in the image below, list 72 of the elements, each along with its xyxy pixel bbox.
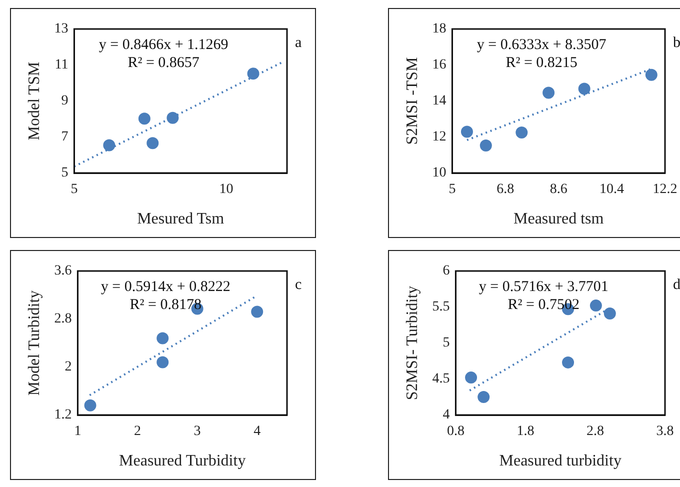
annotation: R² = 0.8178 bbox=[130, 296, 202, 313]
text: d bbox=[673, 276, 680, 293]
y-tick-label: 10 bbox=[432, 166, 446, 181]
y-tick-label: 6 bbox=[442, 264, 450, 279]
annotation: R² = 0.8657 bbox=[128, 54, 200, 71]
y-tick-label: 14 bbox=[432, 94, 446, 109]
point bbox=[478, 391, 490, 403]
y-tick-label: 16 bbox=[432, 58, 446, 73]
y-tick-label: 18 bbox=[432, 22, 446, 37]
y-axis-title: Model Turbidity bbox=[26, 290, 43, 396]
x-tick-label: 2 bbox=[134, 424, 141, 440]
annotation: y = 0.5914x + 0.8222 bbox=[100, 278, 230, 295]
x-tick-label: 10 bbox=[219, 182, 234, 198]
y-tick-label: 12 bbox=[432, 130, 446, 145]
y-axis-title: S2MSI- Turbidity bbox=[404, 286, 421, 400]
x-axis-title: Measured tsm bbox=[514, 210, 604, 228]
y-tick-label: 5.5 bbox=[432, 300, 450, 315]
y-tick-label: 1.2 bbox=[54, 408, 72, 423]
point bbox=[84, 399, 96, 412]
annotation: R² = 0.8215 bbox=[506, 54, 578, 71]
x-tick-label: 3.8 bbox=[656, 424, 674, 440]
y-axis-title: Model TSM bbox=[26, 62, 43, 140]
point bbox=[251, 306, 264, 318]
point bbox=[166, 112, 179, 124]
y-tick-label: 3.6 bbox=[54, 264, 72, 279]
y-tick-label: 5 bbox=[61, 166, 68, 181]
text: c bbox=[295, 276, 302, 293]
y-tick-label: 5 bbox=[442, 336, 450, 351]
y-tick-label: 4.5 bbox=[432, 372, 450, 387]
x-axis-title: Mesured Tsm bbox=[137, 210, 225, 228]
x-tick-label: 1.8 bbox=[516, 424, 534, 440]
point bbox=[146, 137, 159, 150]
x-axis-title: Measured Turbidity bbox=[119, 452, 246, 470]
x-tick-label: 3 bbox=[194, 424, 201, 440]
y-tick-label: 7 bbox=[61, 130, 68, 145]
point bbox=[578, 82, 590, 95]
point bbox=[480, 139, 492, 152]
y-axis-title: S2MSI -TSM bbox=[404, 57, 421, 145]
x-tick-label: 12.2 bbox=[652, 182, 678, 198]
y-tick-label: 4 bbox=[442, 408, 450, 423]
x-tick-label: 10.4 bbox=[600, 182, 624, 198]
x-tick-label: 2.8 bbox=[586, 424, 604, 440]
point bbox=[460, 126, 473, 138]
text: a bbox=[295, 34, 302, 51]
point bbox=[645, 68, 658, 81]
y-tick-label: 13 bbox=[54, 22, 68, 37]
point bbox=[138, 112, 150, 125]
point bbox=[156, 332, 169, 344]
y-tick-label: 9 bbox=[61, 94, 68, 109]
point bbox=[604, 307, 616, 320]
annotation: R² = 0.7502 bbox=[508, 296, 580, 313]
point bbox=[156, 356, 169, 368]
point bbox=[590, 300, 602, 312]
x-tick-label: 6.8 bbox=[496, 182, 514, 198]
x-tick-label: 1 bbox=[74, 424, 82, 440]
y-tick-label: 2 bbox=[64, 360, 72, 375]
x-tick-label: 4 bbox=[254, 424, 261, 440]
point bbox=[103, 139, 116, 152]
text: b bbox=[673, 34, 680, 51]
annotation: y = 0.6333x + 8.3507 bbox=[476, 36, 607, 53]
point bbox=[465, 372, 478, 384]
y-tick-label: 2.8 bbox=[54, 312, 72, 327]
x-tick-label: 8.6 bbox=[550, 182, 568, 198]
annotation: y = 0.5716x + 3.7701 bbox=[478, 278, 608, 295]
y-tick-label: 11 bbox=[54, 58, 68, 73]
x-axis-title: Measured turbidity bbox=[499, 452, 622, 470]
x-tick-label: 0.8 bbox=[446, 424, 464, 440]
point bbox=[542, 86, 555, 99]
point bbox=[516, 126, 528, 138]
point bbox=[562, 356, 574, 368]
point bbox=[247, 68, 260, 80]
annotation: y = 0.8466x + 1.1269 bbox=[98, 36, 228, 53]
